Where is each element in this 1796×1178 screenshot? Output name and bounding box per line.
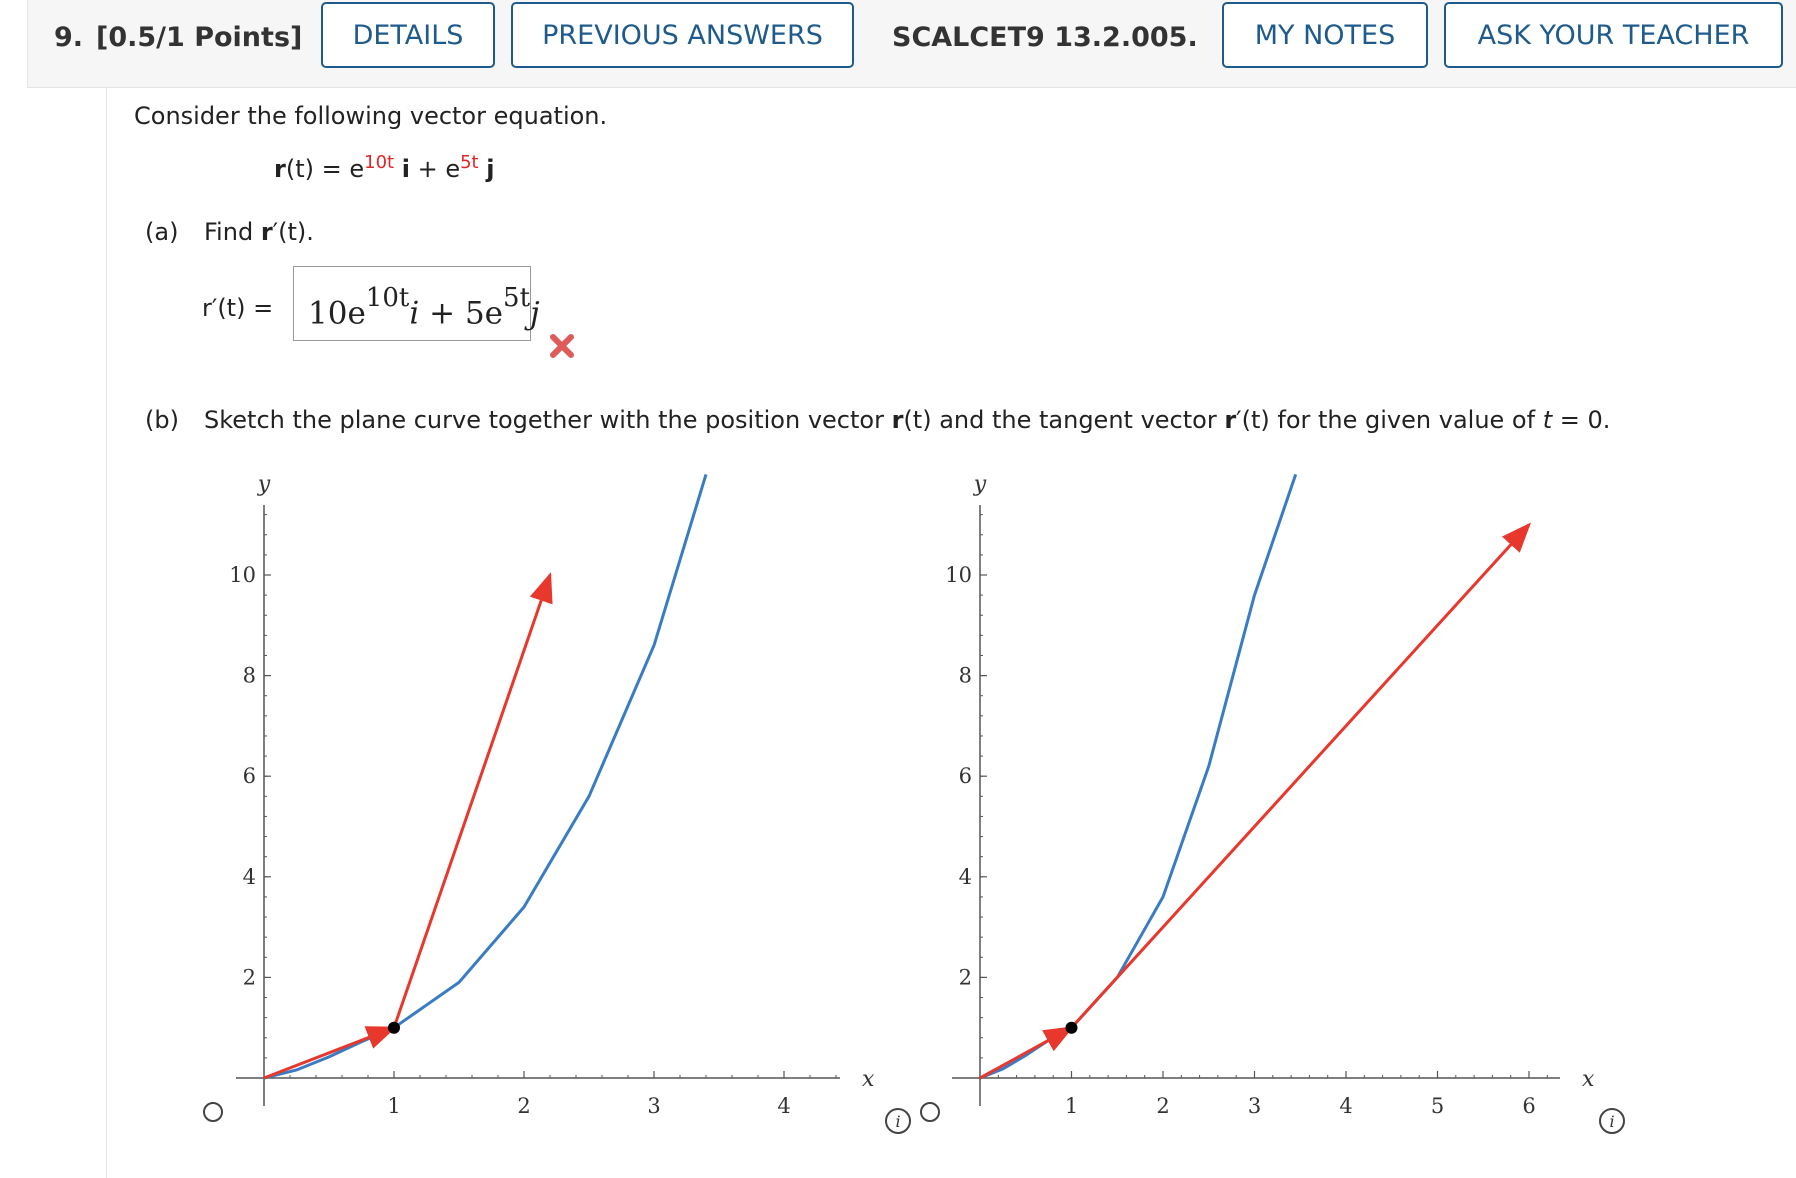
curve-point: [388, 1021, 400, 1034]
answer-math: 10e10ti + 5e5tj: [308, 283, 540, 332]
y-tick-label: 8: [243, 664, 256, 688]
x-tick-label: 2: [517, 1094, 530, 1118]
part-b-label: (b): [145, 406, 179, 434]
vector-arrow: [979, 1026, 1075, 1080]
exponent-5t: 5t: [460, 152, 479, 173]
ask-your-teacher-button[interactable]: ASK YOUR TEACHER: [1444, 2, 1783, 68]
previous-answers-button[interactable]: PREVIOUS ANSWERS: [511, 2, 854, 68]
incorrect-x-icon: [550, 334, 574, 358]
y-tick-label: 10: [229, 563, 256, 587]
y-tick-label: 6: [959, 764, 972, 788]
vector-arrow: [263, 1026, 397, 1080]
plane-curve: [979, 473, 1298, 1080]
part-b-prompt: Sketch the plane curve together with the…: [204, 406, 1611, 434]
graph-option-2-radio[interactable]: [920, 1102, 940, 1122]
x-tick-label: 6: [1522, 1094, 1535, 1118]
plane-curve: [263, 473, 708, 1080]
y-axis-label: y: [973, 472, 987, 497]
y-tick-label: 4: [959, 865, 972, 889]
details-button[interactable]: DETAILS: [321, 2, 495, 68]
part-a-prompt: Find r′(t).: [204, 218, 314, 246]
vector-arrow: [392, 572, 553, 1029]
info-icon[interactable]: i: [885, 1108, 911, 1134]
part-a-label: (a): [145, 218, 179, 246]
problem-id: SCALCET9 13.2.005.: [892, 22, 1198, 53]
x-tick-label: 4: [777, 1094, 790, 1118]
x-axis-label: x: [862, 1067, 875, 1092]
y-tick-label: 2: [959, 965, 972, 989]
x-tick-label: 2: [1156, 1094, 1169, 1118]
graph-option-1-radio[interactable]: [203, 1102, 223, 1122]
curve-point: [1065, 1021, 1078, 1034]
info-icon[interactable]: i: [1599, 1108, 1625, 1134]
x-tick-label: 5: [1431, 1094, 1444, 1118]
vector-arrow: [1070, 522, 1532, 1029]
x-tick-label: 1: [387, 1094, 400, 1118]
question-number: 9.: [54, 22, 84, 53]
question-intro: Consider the following vector equation.: [134, 102, 608, 130]
my-notes-button[interactable]: MY NOTES: [1222, 2, 1428, 68]
r-bold: r: [274, 155, 286, 183]
points-label: [0.5/1 Points]: [96, 22, 303, 53]
graph-option-2: 1 2 3 4 5 6 2 4 6 8 10 x y: [945, 472, 1595, 1118]
x-axis-label: x: [1582, 1067, 1595, 1092]
y-tick-label: 10: [945, 563, 972, 587]
exponent-10t: 10t: [364, 152, 395, 173]
y-tick-label: 4: [243, 865, 256, 889]
y-tick-label: 2: [243, 965, 256, 989]
question-header: 9. [0.5/1 Points] DETAILS PREVIOUS ANSWE…: [27, 0, 1796, 88]
x-tick-label: 1: [1065, 1094, 1078, 1118]
y-tick-label: 8: [959, 664, 972, 688]
question-body: [106, 88, 1796, 1178]
vector-equation: r(t) = e10t i + e5t j: [274, 152, 495, 183]
x-tick-label: 3: [1248, 1094, 1261, 1118]
x-tick-label: 4: [1339, 1094, 1352, 1118]
y-axis-label: y: [257, 472, 271, 497]
y-tick-label: 6: [243, 764, 256, 788]
graph-option-1: 1 2 3 4 2 4 6 8 10 x y: [229, 472, 875, 1118]
answer-input[interactable]: 10e10ti + 5e5tj: [293, 266, 540, 341]
x-tick-label: 3: [647, 1094, 660, 1118]
answer-label: r′(t) =: [202, 294, 274, 322]
